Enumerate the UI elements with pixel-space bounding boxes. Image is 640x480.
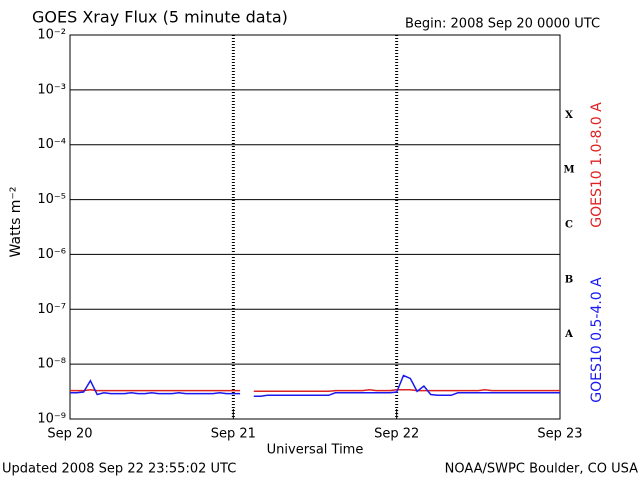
series-line: [70, 389, 560, 393]
flare-class: M: [563, 165, 574, 176]
y-tick-label: 10⁻⁹: [37, 412, 66, 427]
y-tick-label: 10⁻³: [37, 82, 66, 97]
legend-entry: GOES10 0.5-4.0 A: [589, 277, 605, 403]
legend-entry: GOES10 1.0-8.0 A: [589, 102, 605, 228]
source-label: NOAA/SWPC Boulder, CO USA: [445, 462, 638, 477]
y-tick-label: 10⁻²: [37, 28, 66, 43]
x-tick-label: Sep 21: [211, 427, 256, 442]
y-tick-label: 10⁻⁶: [37, 247, 66, 262]
y-tick-label: 10⁻⁴: [37, 137, 66, 152]
x-tick-label: Sep 22: [374, 427, 419, 442]
begin-label: Begin: 2008 Sep 20 0000 UTC: [405, 17, 600, 32]
y-tick-label: 10⁻⁵: [37, 192, 66, 207]
series-line: [70, 374, 560, 397]
plot-frame: [69, 34, 561, 420]
updated-label: Updated 2008 Sep 22 23:55:02 UTC: [2, 462, 236, 477]
flare-class: X: [565, 110, 573, 121]
flare-class: A: [564, 329, 573, 340]
flare-class: C: [565, 220, 573, 231]
x-tick-label: Sep 20: [47, 427, 92, 442]
y-tick-label: 10⁻⁷: [37, 302, 66, 317]
flare-class: B: [565, 274, 573, 285]
y-tick-label: 10⁻⁸: [37, 357, 66, 372]
x-axis-label: Universal Time: [267, 443, 364, 458]
chart-title: GOES Xray Flux (5 minute data): [32, 8, 288, 27]
x-tick-label: Sep 23: [537, 427, 582, 442]
y-axis-label: Watts m⁻²: [8, 187, 24, 258]
